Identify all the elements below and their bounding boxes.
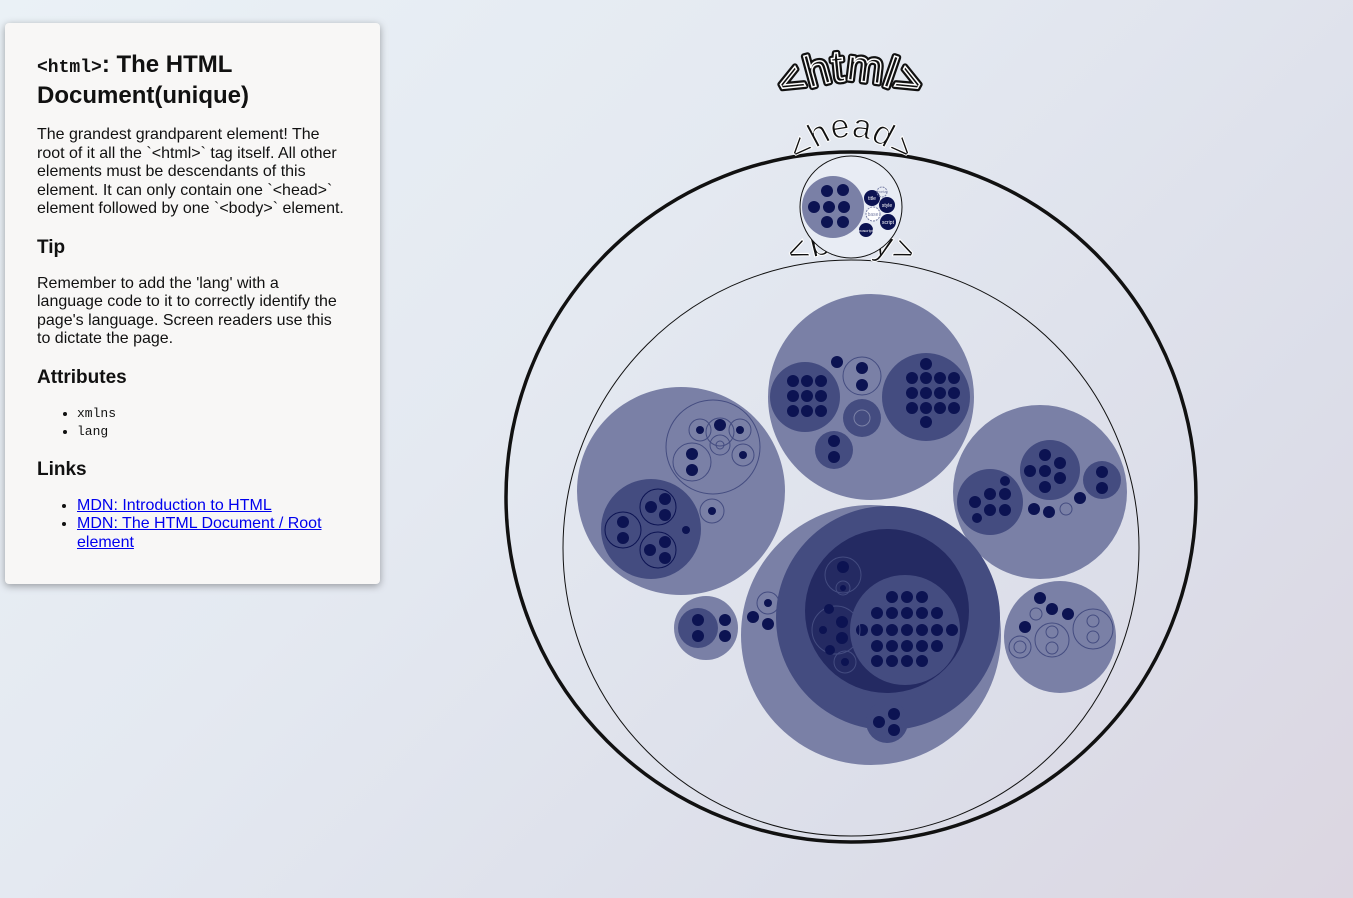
head-child-label: title xyxy=(868,196,876,202)
link-item: MDN: Introduction to HTML xyxy=(77,497,348,516)
attribute-item: xmlns xyxy=(77,405,348,423)
head-child-circle[interactable] xyxy=(879,197,895,213)
tip-text: Remember to add the 'lang' with a langua… xyxy=(37,274,337,348)
links-list: MDN: Introduction to HTML MDN: The HTML … xyxy=(37,497,348,553)
attributes-heading: Attributes xyxy=(37,366,127,388)
attribute-item: lang xyxy=(77,423,348,441)
body-group-bottom[interactable] xyxy=(741,505,1001,765)
body-group-right[interactable] xyxy=(953,405,1127,579)
body-group-top[interactable] xyxy=(768,294,974,500)
attributes-list: xmlns lang xyxy=(37,405,348,441)
head-child-circle[interactable] xyxy=(864,190,880,206)
head-child-label: noscript xyxy=(859,228,874,233)
head-child-label: base xyxy=(868,212,879,218)
link-item: MDN: The HTML Document / Root element xyxy=(77,515,348,552)
element-title: <html>: The HTML Document(unique) xyxy=(37,51,348,109)
element-title-text: : The HTML Document(unique) xyxy=(37,51,249,109)
head-child-circle[interactable] xyxy=(880,214,896,230)
link-mdn-root-element[interactable]: MDN: The HTML Document / Root element xyxy=(77,515,322,551)
head-leaf-group xyxy=(808,184,850,228)
links-heading: Links xyxy=(37,458,87,480)
head-child-circle[interactable] xyxy=(876,186,888,198)
body-group-left[interactable] xyxy=(577,387,785,595)
tip-heading: Tip xyxy=(37,236,66,258)
element-description: The grandest grandparent element! The ro… xyxy=(37,126,344,217)
body-group-small-left[interactable] xyxy=(674,591,780,660)
head-child-circle[interactable] xyxy=(865,206,881,222)
head-child-label: style xyxy=(882,203,893,209)
link-mdn-intro[interactable]: MDN: Introduction to HTML xyxy=(77,496,272,514)
element-tag-name: <html> xyxy=(37,58,102,78)
element-info-panel: <html>: The HTML Document(unique) The gr… xyxy=(5,23,380,584)
body-circle[interactable] xyxy=(562,259,1140,837)
body-group-bottom-right[interactable] xyxy=(1004,581,1116,693)
head-child-circle[interactable] xyxy=(859,223,873,237)
head-children: title style base script noscript meta xyxy=(859,186,896,237)
html-label: <html> xyxy=(768,41,932,109)
head-child-label: script xyxy=(882,220,895,226)
html-circle[interactable] xyxy=(504,150,1198,844)
head-child-label: meta xyxy=(878,189,888,194)
